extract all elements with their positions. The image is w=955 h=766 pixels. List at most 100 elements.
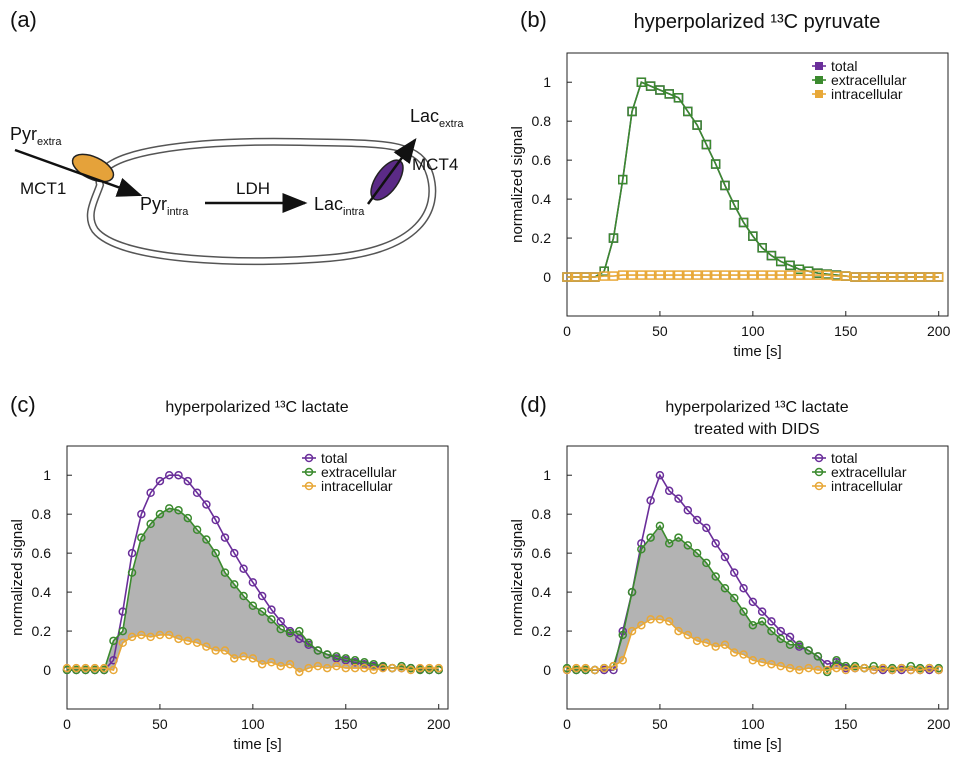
marker bbox=[925, 663, 934, 673]
marker bbox=[757, 617, 767, 626]
marker bbox=[137, 533, 146, 542]
marker bbox=[795, 640, 804, 649]
marker bbox=[767, 617, 776, 626]
y-tick-label: 1 bbox=[43, 467, 51, 483]
marker bbox=[341, 663, 351, 673]
node-label: Lacintra bbox=[314, 194, 365, 218]
marker bbox=[674, 494, 683, 503]
marker bbox=[332, 661, 341, 671]
marker bbox=[766, 250, 777, 261]
marker bbox=[257, 591, 267, 601]
marker bbox=[155, 476, 165, 486]
marker bbox=[776, 626, 785, 636]
marker bbox=[832, 656, 841, 665]
y-tick-label: 1 bbox=[543, 74, 551, 90]
marker bbox=[248, 654, 258, 663]
label: Lac bbox=[314, 194, 343, 214]
marker bbox=[785, 270, 795, 280]
marker bbox=[599, 663, 609, 673]
marker bbox=[906, 272, 916, 282]
y-tick-label: 0.2 bbox=[532, 623, 552, 639]
marker bbox=[860, 663, 869, 673]
marker bbox=[896, 272, 907, 282]
marker bbox=[618, 174, 628, 185]
marker bbox=[646, 615, 655, 624]
marker bbox=[637, 545, 646, 554]
marker bbox=[369, 659, 378, 669]
x-axis-label: time [s] bbox=[733, 343, 781, 360]
legend-label: extracellular bbox=[831, 464, 907, 480]
marker bbox=[276, 624, 285, 634]
marker bbox=[608, 271, 619, 281]
marker bbox=[664, 486, 674, 496]
marker bbox=[775, 256, 786, 267]
marker bbox=[822, 270, 832, 280]
marker bbox=[99, 663, 109, 673]
panel-label: (d) bbox=[520, 392, 547, 417]
marker bbox=[572, 663, 581, 673]
marker bbox=[202, 500, 211, 509]
marker bbox=[425, 663, 434, 673]
marker bbox=[304, 663, 313, 673]
y-tick-label: 0.8 bbox=[532, 113, 552, 129]
marker bbox=[627, 106, 637, 117]
x-axis-label: time [s] bbox=[233, 736, 281, 753]
x-tick-label: 0 bbox=[563, 323, 571, 339]
marker bbox=[580, 272, 591, 282]
arrow bbox=[14, 148, 143, 197]
marker bbox=[692, 515, 702, 525]
marker bbox=[748, 270, 758, 280]
marker bbox=[81, 663, 90, 673]
y-tick-label: 0.6 bbox=[532, 545, 552, 561]
node-label: Pyrextra bbox=[10, 124, 62, 148]
marker bbox=[674, 626, 683, 636]
marker bbox=[785, 640, 795, 649]
marker bbox=[230, 654, 239, 663]
marker bbox=[434, 663, 443, 673]
legend-marker bbox=[814, 453, 824, 463]
chart-subtitle: treated with DIDS bbox=[694, 421, 819, 438]
node-label: LDH bbox=[236, 179, 270, 198]
x-tick-label: 0 bbox=[63, 716, 71, 732]
marker bbox=[804, 663, 813, 673]
marker bbox=[655, 521, 665, 531]
legend-marker bbox=[814, 467, 824, 477]
marker bbox=[276, 661, 285, 671]
marker bbox=[738, 270, 749, 280]
marker bbox=[831, 271, 842, 281]
marker bbox=[90, 663, 100, 673]
mct1-transporter bbox=[71, 153, 115, 183]
subscript: intra bbox=[343, 206, 365, 218]
series-line bbox=[567, 274, 939, 278]
legend-marker bbox=[815, 76, 823, 84]
marker bbox=[295, 634, 304, 644]
marker bbox=[730, 568, 739, 577]
marker bbox=[137, 509, 146, 519]
marker bbox=[692, 120, 702, 130]
marker bbox=[813, 665, 823, 675]
legend-label: intracellular bbox=[831, 86, 903, 102]
marker bbox=[387, 663, 397, 673]
marker bbox=[702, 558, 711, 568]
marker bbox=[239, 591, 248, 601]
marker bbox=[146, 632, 155, 642]
y-tick-label: 0.4 bbox=[532, 191, 552, 207]
marker bbox=[295, 626, 304, 636]
shaded-area bbox=[67, 508, 439, 672]
marker bbox=[146, 488, 155, 498]
marker bbox=[702, 638, 711, 648]
marker bbox=[581, 663, 590, 673]
marker bbox=[192, 488, 202, 498]
marker bbox=[683, 106, 693, 117]
marker bbox=[230, 548, 239, 558]
marker bbox=[608, 233, 619, 243]
marker bbox=[710, 159, 721, 169]
marker bbox=[618, 656, 628, 665]
marker bbox=[738, 217, 749, 228]
marker bbox=[692, 636, 702, 646]
marker bbox=[267, 615, 276, 624]
marker bbox=[878, 272, 888, 282]
marker bbox=[609, 661, 618, 671]
marker bbox=[562, 272, 572, 282]
